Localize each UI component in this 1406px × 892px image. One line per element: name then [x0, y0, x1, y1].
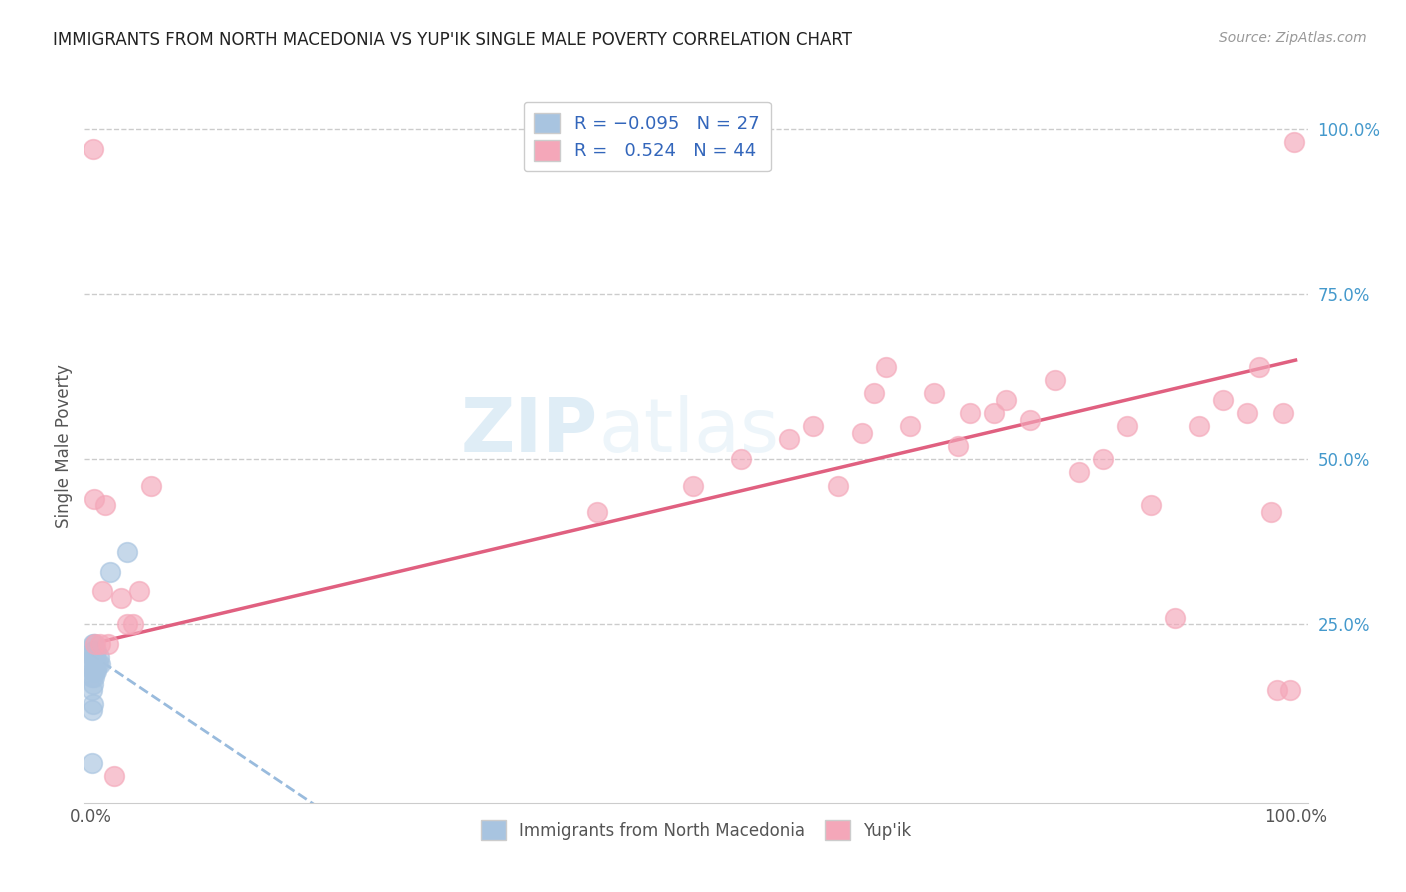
Point — [98, 565, 121, 579]
Point — [862, 386, 884, 401]
Point — [82, 650, 104, 665]
Point — [1278, 683, 1301, 698]
Legend: Immigrants from North Macedonia, Yup'ik: Immigrants from North Macedonia, Yup'ik — [472, 812, 920, 848]
Point — [115, 617, 138, 632]
Point — [83, 657, 105, 671]
Point — [82, 677, 104, 691]
Point — [82, 637, 104, 651]
Point — [128, 584, 150, 599]
Point — [1188, 419, 1211, 434]
Point — [80, 703, 103, 717]
Point — [103, 769, 125, 783]
Point — [803, 419, 825, 434]
Point — [83, 644, 105, 658]
Point — [827, 478, 849, 492]
Point — [86, 657, 108, 671]
Point — [121, 617, 143, 632]
Point — [80, 657, 103, 671]
Point — [83, 491, 105, 506]
Point — [1267, 683, 1289, 698]
Point — [94, 499, 117, 513]
Text: Source: ZipAtlas.com: Source: ZipAtlas.com — [1219, 31, 1367, 45]
Point — [97, 637, 120, 651]
Point — [1019, 412, 1042, 426]
Point — [1249, 359, 1271, 374]
Point — [82, 644, 104, 658]
Point — [139, 478, 162, 492]
Point — [83, 650, 105, 665]
Point — [778, 433, 800, 447]
Point — [84, 657, 107, 671]
Point — [922, 386, 945, 401]
Point — [82, 697, 104, 711]
Point — [898, 419, 921, 434]
Point — [851, 425, 873, 440]
Point — [730, 452, 752, 467]
Point — [91, 584, 114, 599]
Point — [1043, 373, 1066, 387]
Text: ZIP: ZIP — [461, 395, 598, 468]
Point — [84, 664, 107, 678]
Point — [1236, 406, 1258, 420]
Point — [84, 650, 107, 665]
Point — [89, 657, 111, 671]
Point — [1272, 406, 1295, 420]
Y-axis label: Single Male Poverty: Single Male Poverty — [55, 364, 73, 528]
Point — [1115, 419, 1137, 434]
Point — [875, 359, 897, 374]
Point — [1140, 499, 1163, 513]
Point — [682, 478, 704, 492]
Point — [80, 683, 103, 698]
Point — [86, 657, 108, 671]
Point — [110, 591, 132, 605]
Point — [87, 650, 110, 665]
Text: IMMIGRANTS FROM NORTH MACEDONIA VS YUP'IK SINGLE MALE POVERTY CORRELATION CHART: IMMIGRANTS FROM NORTH MACEDONIA VS YUP'I… — [53, 31, 852, 49]
Point — [83, 670, 105, 684]
Text: atlas: atlas — [598, 395, 779, 468]
Point — [959, 406, 981, 420]
Point — [89, 637, 111, 651]
Point — [86, 664, 108, 678]
Point — [1091, 452, 1114, 467]
Point — [80, 670, 103, 684]
Point — [115, 545, 138, 559]
Point — [82, 664, 104, 678]
Point — [1067, 466, 1090, 480]
Point — [1284, 135, 1306, 149]
Point — [1260, 505, 1282, 519]
Point — [946, 439, 969, 453]
Point — [86, 644, 108, 658]
Point — [1164, 611, 1187, 625]
Point — [82, 142, 104, 156]
Point — [1212, 392, 1234, 407]
Point — [995, 392, 1018, 407]
Point — [983, 406, 1005, 420]
Point — [83, 637, 105, 651]
Point — [84, 637, 107, 651]
Point — [585, 505, 607, 519]
Point — [80, 756, 103, 771]
